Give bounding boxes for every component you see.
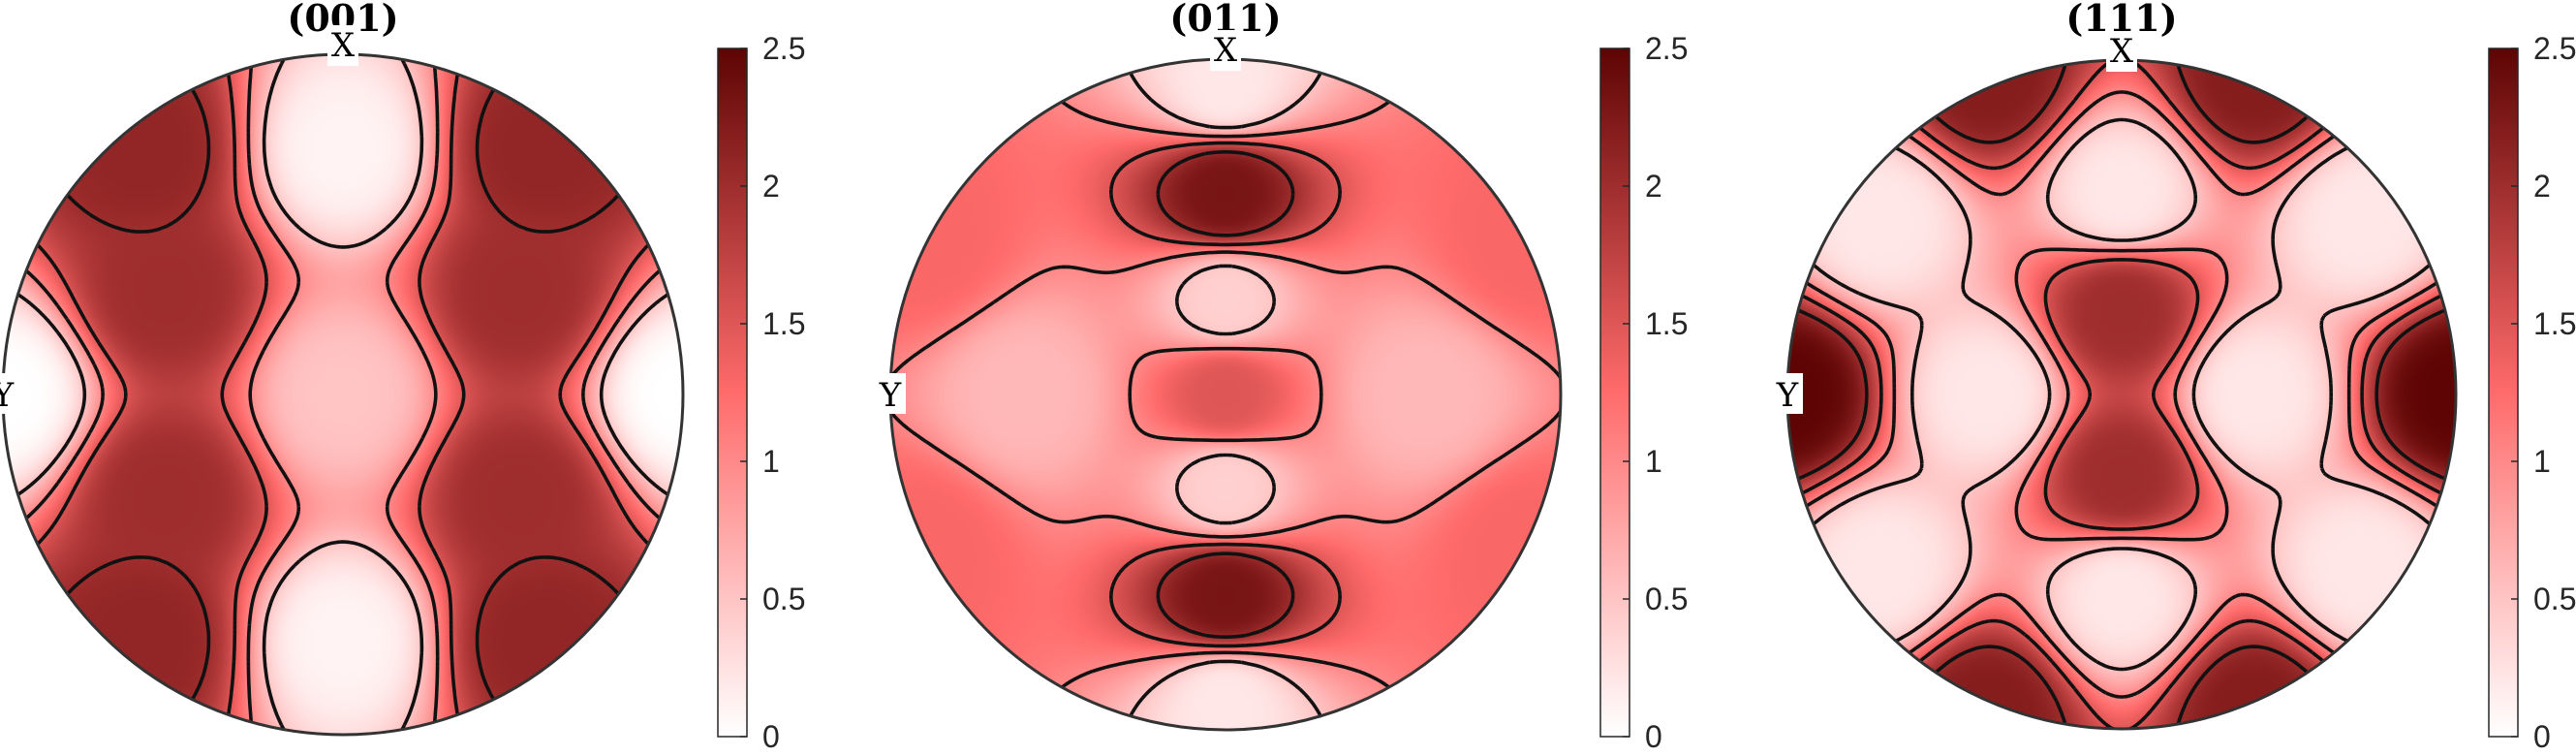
pole-figure-panel: (011)XY bbox=[875, 0, 1563, 732]
colorbar-tick-label: 2.5 bbox=[1645, 31, 1688, 66]
colorbar-tick-label: 0.5 bbox=[762, 582, 805, 616]
colorbar-tick-label: 1 bbox=[1645, 444, 1662, 479]
colorbar-gradient bbox=[1599, 47, 1630, 738]
y-axis-label: Y bbox=[1776, 376, 1799, 415]
colorbar-tick-label: 2.5 bbox=[2533, 31, 2576, 66]
y-axis-label: Y bbox=[0, 376, 15, 415]
colorbar-tick-label: 2 bbox=[2533, 169, 2551, 204]
x-axis-label: X bbox=[2110, 32, 2134, 71]
colorbar-tick-label: 2 bbox=[1645, 169, 1662, 204]
colorbar-tick-label: 0.5 bbox=[2533, 582, 2576, 616]
x-label-background bbox=[1210, 30, 1241, 71]
y-label-background bbox=[1772, 373, 1803, 414]
colorbar-tick-label: 2 bbox=[762, 169, 780, 204]
pole-figure-panel: (111)XY bbox=[1772, 0, 2458, 731]
colorbar-tick-label: 1.5 bbox=[2533, 306, 2576, 341]
colorbar: 0 0.5 1 1.5 2 2.5 bbox=[1599, 31, 1688, 754]
colorbar-tick-label: 1 bbox=[762, 444, 780, 479]
contour-line bbox=[1790, 90, 2453, 699]
colorbar-tick-label: 0 bbox=[1645, 719, 1662, 754]
y-axis-label: Y bbox=[879, 376, 902, 415]
x-axis-label: X bbox=[1214, 31, 1238, 70]
colorbar-tick-label: 0 bbox=[762, 719, 780, 754]
intensity-heatmap bbox=[890, 59, 1561, 730]
colorbar: 0 0.5 1 1.5 2 2.5 bbox=[717, 31, 805, 754]
contour-line bbox=[1799, 117, 2444, 672]
colorbar-tick-label: 1 bbox=[2533, 444, 2551, 479]
colorbar-gradient bbox=[2488, 47, 2519, 738]
colorbar-tick-label: 1.5 bbox=[1645, 306, 1688, 341]
x-label-background bbox=[2106, 31, 2137, 72]
pole-figure-panel: (001)XY bbox=[0, 0, 685, 737]
intensity-heatmap bbox=[3, 54, 683, 735]
contour-line bbox=[1109, 141, 1342, 648]
x-axis-label: X bbox=[331, 26, 356, 65]
contour-line bbox=[1787, 60, 2456, 729]
colorbar: 0 0.5 1 1.5 2 2.5 bbox=[2488, 31, 2576, 754]
colorbar-gradient bbox=[717, 47, 748, 738]
colorbar-tick-label: 0 bbox=[2533, 719, 2551, 754]
y-label-background bbox=[0, 373, 18, 414]
contour-line bbox=[1156, 150, 1295, 639]
intensity-heatmap bbox=[1787, 60, 2456, 729]
colorbar-tick-label: 2.5 bbox=[762, 31, 805, 66]
colorbar-tick-label: 0.5 bbox=[1645, 582, 1688, 616]
y-label-background bbox=[875, 373, 906, 414]
colorbar-tick-label: 1.5 bbox=[762, 306, 805, 341]
x-label-background bbox=[327, 25, 358, 66]
